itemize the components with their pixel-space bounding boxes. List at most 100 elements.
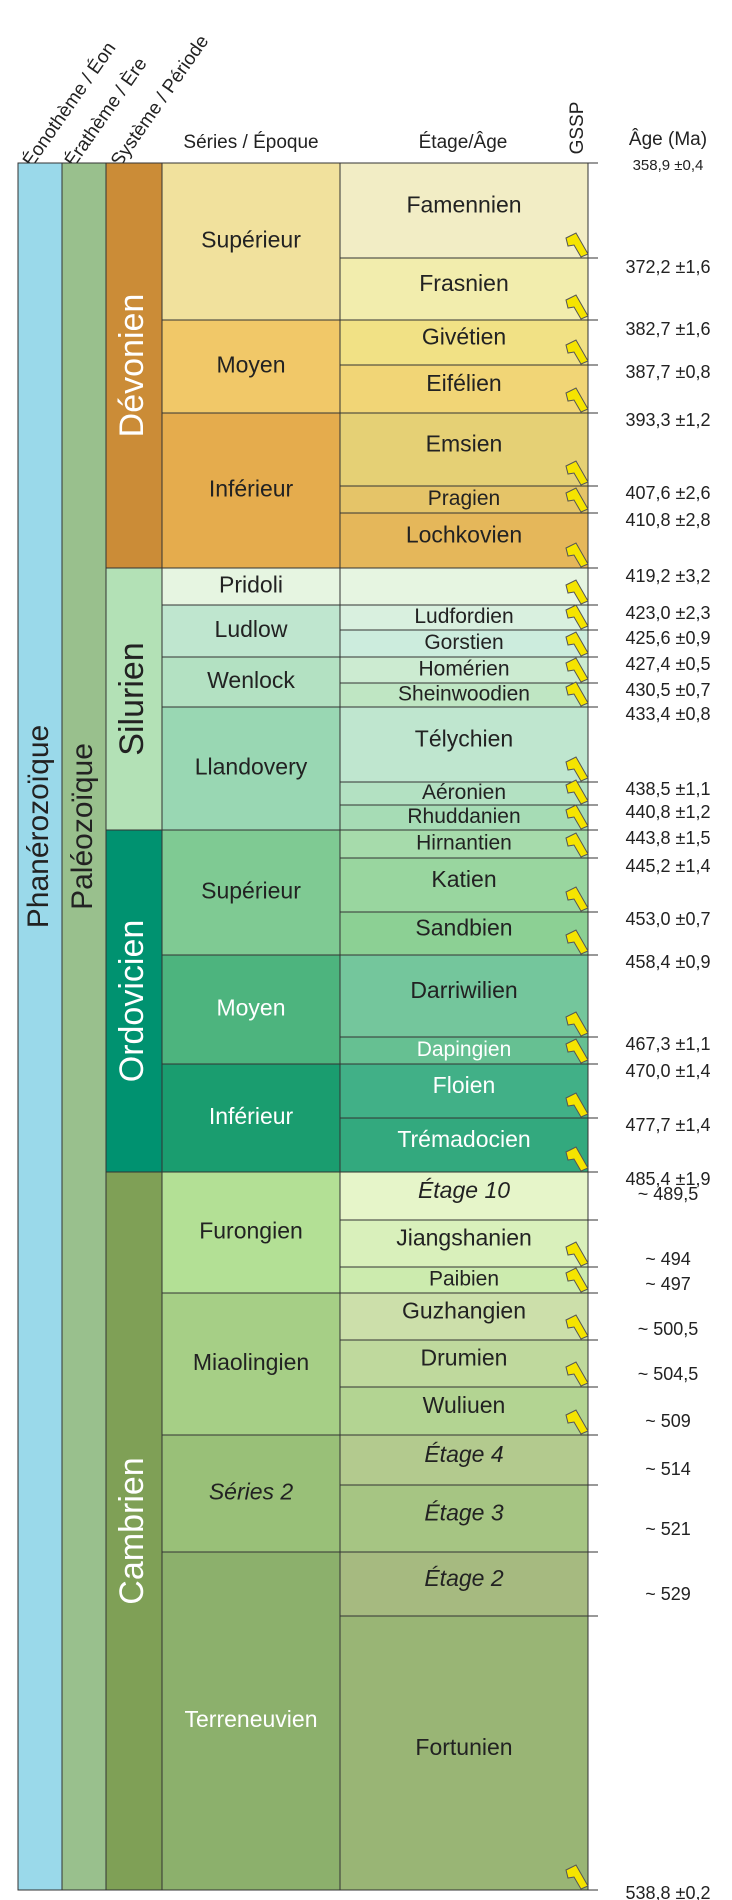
system-label: Ordovicien	[113, 920, 151, 1083]
series-label: Furongien	[199, 1218, 303, 1244]
stage-label: Étage 2	[424, 1565, 503, 1591]
age-label: ~ 500,5	[638, 1319, 699, 1339]
stage-cell	[339, 1266, 589, 1294]
age-label: 538,8 ±0,2	[626, 1883, 711, 1900]
system-label: Cambrien	[113, 1457, 151, 1604]
stage-cell	[339, 1219, 589, 1268]
series-label: Ludlow	[215, 616, 288, 642]
age-label: 372,2 ±1,6	[626, 257, 711, 277]
stage-cell	[339, 1615, 589, 1891]
stage-cell	[339, 1036, 589, 1065]
series-label: Llandovery	[195, 754, 308, 780]
age-label: 443,8 ±1,5	[626, 828, 711, 848]
system-cell	[105, 1171, 163, 1891]
series-label: Supérieur	[201, 227, 301, 253]
series-label: Moyen	[216, 352, 285, 378]
stage-cell	[339, 1292, 589, 1341]
stage-label: Jiangshanien	[396, 1225, 532, 1251]
series-cell	[161, 319, 341, 414]
stage-label: Frasnien	[419, 270, 508, 296]
gssp-spike	[565, 804, 589, 830]
stage-label: Givétien	[422, 324, 506, 350]
age-label: 419,2 ±3,2	[626, 566, 711, 586]
age-label: ~ 497	[645, 1274, 691, 1294]
stage-label: Aéronien	[422, 781, 506, 804]
age-label: 477,7 ±1,4	[626, 1115, 711, 1135]
gssp-spike	[565, 579, 589, 605]
stage-label: Homérien	[418, 658, 509, 681]
age-label: 393,3 ±1,2	[626, 410, 711, 430]
stage-label: Pragien	[428, 487, 500, 510]
age-label: 430,5 ±0,7	[626, 680, 711, 700]
gssp-spike	[565, 756, 589, 782]
series-label: Supérieur	[201, 878, 301, 904]
gssp-spike	[565, 929, 589, 955]
age-label: ~ 504,5	[638, 1364, 699, 1384]
series-label: Inférieur	[209, 476, 294, 502]
gssp-spike	[565, 1864, 589, 1890]
age-label: 458,4 ±0,9	[626, 952, 711, 972]
gssp-spike	[565, 1241, 589, 1267]
stage-cell	[339, 829, 589, 859]
stage-cell	[339, 706, 589, 783]
series-cell	[161, 1171, 341, 1294]
age-label: ~ 509	[645, 1411, 691, 1431]
stage-label: Sheinwoodien	[398, 683, 530, 706]
stage-label: Lochkovien	[406, 522, 522, 548]
stage-cell	[339, 162, 589, 259]
stage-label: Étage 3	[424, 1500, 503, 1526]
age-label: 407,6 ±2,6	[626, 483, 711, 503]
series-cell	[161, 567, 341, 606]
series-cell	[161, 1292, 341, 1436]
age-label: 470,0 ±1,4	[626, 1061, 711, 1081]
stage-label: Eifélien	[426, 370, 501, 396]
stage-cell	[339, 1551, 589, 1617]
stage-label: Sandbien	[415, 915, 512, 941]
age-label: 433,4 ±0,8	[626, 704, 711, 724]
age-label: 387,7 ±0,8	[626, 362, 711, 382]
age-label: 427,4 ±0,5	[626, 654, 711, 674]
stage-label: Emsien	[426, 431, 503, 457]
gssp-spike	[565, 294, 589, 320]
stage-cell	[339, 257, 589, 321]
gssp-spike	[565, 657, 589, 683]
stage-label: Paibien	[429, 1268, 499, 1291]
series-label: Miaolingien	[193, 1349, 309, 1375]
age-header: Âge (Ma)	[629, 128, 707, 150]
gssp-spike	[565, 681, 589, 707]
series-label: Séries 2	[209, 1479, 294, 1505]
age-label: 438,5 ±1,1	[626, 779, 711, 799]
stage-label: Dapingien	[417, 1038, 512, 1061]
stage-label: Fortunien	[415, 1734, 512, 1760]
stage-label: Katien	[431, 866, 496, 892]
gssp-spike	[565, 339, 589, 365]
gssp-spike	[565, 1011, 589, 1037]
gssp-spike	[565, 1267, 589, 1293]
stage-label: Gorstien	[424, 631, 503, 654]
stage-cell	[339, 1339, 589, 1388]
stage-label: Drumien	[421, 1345, 508, 1371]
stage-cell	[339, 911, 589, 956]
age-label: 423,0 ±2,3	[626, 603, 711, 623]
stage-label: Darriwilien	[410, 977, 517, 1003]
system-label: Dévonien	[113, 294, 151, 438]
stage-label: Hirnantien	[416, 832, 512, 855]
stage-cell	[339, 1171, 589, 1221]
stage-cell	[339, 1484, 589, 1553]
stage-cell	[339, 567, 589, 606]
age-label: ~ 529	[645, 1584, 691, 1604]
stage-cell	[339, 1117, 589, 1173]
stage-label: Wuliuen	[423, 1392, 506, 1418]
stage-cell	[339, 364, 589, 414]
stage-label: Floien	[433, 1072, 496, 1098]
gssp-spike	[565, 1146, 589, 1172]
stage-cell	[339, 1063, 589, 1119]
age-label: 453,0 ±0,7	[626, 909, 711, 929]
gssp-header: GSSP	[567, 102, 588, 155]
gssp-spike	[565, 487, 589, 513]
series-label: Moyen	[216, 995, 285, 1021]
stage-header: Étage/Âge	[419, 131, 508, 153]
stage-label: Guzhangien	[402, 1298, 526, 1324]
series-label: Pridoli	[219, 572, 283, 598]
age-label: 425,6 ±0,9	[626, 628, 711, 648]
